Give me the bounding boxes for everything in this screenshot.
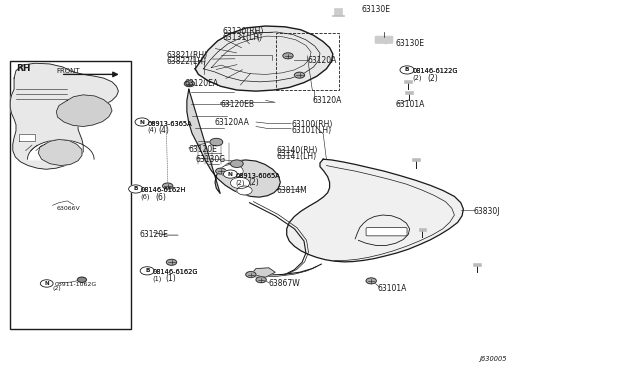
Circle shape (223, 170, 237, 178)
FancyBboxPatch shape (375, 36, 393, 44)
Text: 08913-6365A: 08913-6365A (147, 121, 192, 126)
Bar (334, 8, 342, 15)
Text: 63130(RH): 63130(RH) (223, 27, 264, 36)
Text: 63066V: 63066V (56, 206, 80, 211)
Text: 63120A: 63120A (312, 96, 342, 105)
Circle shape (400, 66, 414, 74)
Polygon shape (195, 26, 333, 91)
Polygon shape (10, 63, 118, 169)
Polygon shape (187, 89, 280, 197)
FancyBboxPatch shape (366, 228, 407, 236)
Text: 63130E: 63130E (396, 39, 424, 48)
Text: (6): (6) (141, 194, 150, 201)
Bar (419, 228, 426, 231)
Circle shape (230, 177, 250, 189)
Text: 63101(LH): 63101(LH) (291, 126, 332, 135)
Bar (405, 91, 413, 94)
Text: 08913-6365A: 08913-6365A (147, 121, 192, 126)
Text: (4): (4) (147, 127, 157, 134)
Circle shape (216, 168, 226, 174)
Bar (10, 61, 131, 329)
Text: 63822(LH): 63822(LH) (166, 57, 206, 65)
Circle shape (294, 72, 305, 78)
Text: 08146-6162G: 08146-6162G (152, 269, 198, 275)
Text: (1): (1) (165, 275, 176, 283)
Circle shape (129, 185, 143, 193)
Text: 63141(LH): 63141(LH) (276, 152, 317, 161)
Polygon shape (251, 268, 275, 277)
Polygon shape (38, 140, 82, 166)
Text: 08146-6162H: 08146-6162H (141, 187, 186, 193)
Text: 63140(RH): 63140(RH) (276, 146, 318, 155)
Text: 63100(RH): 63100(RH) (291, 121, 333, 129)
Text: FRONT: FRONT (56, 68, 80, 74)
Text: 08911-1062G: 08911-1062G (54, 282, 97, 287)
Circle shape (220, 164, 243, 178)
Text: (2): (2) (428, 74, 438, 83)
Polygon shape (56, 95, 112, 126)
Text: J630005: J630005 (479, 356, 506, 362)
Circle shape (210, 138, 223, 146)
Circle shape (163, 183, 173, 189)
Text: (2): (2) (236, 179, 245, 186)
Text: 63120E: 63120E (189, 145, 218, 154)
Bar (412, 158, 420, 161)
Text: 08146-6162H: 08146-6162H (141, 187, 186, 193)
Text: 63814M: 63814M (276, 186, 307, 195)
Text: 63130E: 63130E (362, 5, 390, 14)
Text: 08913-6065A: 08913-6065A (236, 173, 280, 179)
Bar (473, 263, 481, 266)
Text: 63120A: 63120A (307, 56, 337, 65)
Text: RH: RH (16, 64, 31, 73)
Text: (2): (2) (52, 286, 61, 291)
Text: (2): (2) (412, 75, 422, 81)
Circle shape (230, 160, 243, 167)
Text: 63130G: 63130G (195, 155, 225, 164)
Circle shape (246, 272, 256, 278)
Text: 63120EA: 63120EA (184, 79, 218, 88)
Bar (332, 15, 344, 16)
Text: 08913-6065A: 08913-6065A (236, 173, 280, 179)
Text: N: N (44, 281, 49, 286)
Circle shape (135, 118, 149, 126)
Circle shape (40, 280, 53, 287)
Text: B: B (145, 268, 149, 273)
Circle shape (237, 186, 252, 195)
Text: N: N (140, 119, 145, 125)
Text: 08146-6162G: 08146-6162G (152, 269, 198, 275)
Circle shape (77, 277, 86, 282)
Text: N: N (228, 171, 233, 177)
Text: 63867W: 63867W (269, 279, 301, 288)
Text: 63101A: 63101A (396, 100, 425, 109)
Text: 08146-6122G: 08146-6122G (412, 68, 458, 74)
Circle shape (283, 53, 293, 59)
Text: 63101A: 63101A (378, 284, 407, 293)
Text: (2): (2) (248, 178, 259, 187)
Circle shape (366, 278, 376, 284)
Text: 63131(LH): 63131(LH) (223, 33, 263, 42)
Text: 63120EB: 63120EB (221, 100, 255, 109)
Text: B: B (405, 67, 409, 73)
Text: (4): (4) (159, 126, 170, 135)
Bar (276, 33, 339, 90)
Text: 63821(RH): 63821(RH) (166, 51, 207, 60)
Circle shape (256, 277, 266, 283)
Text: (6): (6) (155, 193, 166, 202)
Text: B: B (134, 186, 138, 192)
Circle shape (166, 259, 177, 265)
Polygon shape (287, 159, 463, 262)
Text: 63120E: 63120E (140, 230, 168, 239)
Circle shape (184, 81, 195, 87)
Text: (1): (1) (152, 276, 162, 282)
Text: 63120AA: 63120AA (214, 118, 249, 126)
Polygon shape (19, 134, 35, 141)
Circle shape (140, 267, 154, 275)
Text: 63830J: 63830J (474, 207, 500, 216)
Text: 08146-6122G: 08146-6122G (412, 68, 458, 74)
Bar (404, 80, 412, 83)
